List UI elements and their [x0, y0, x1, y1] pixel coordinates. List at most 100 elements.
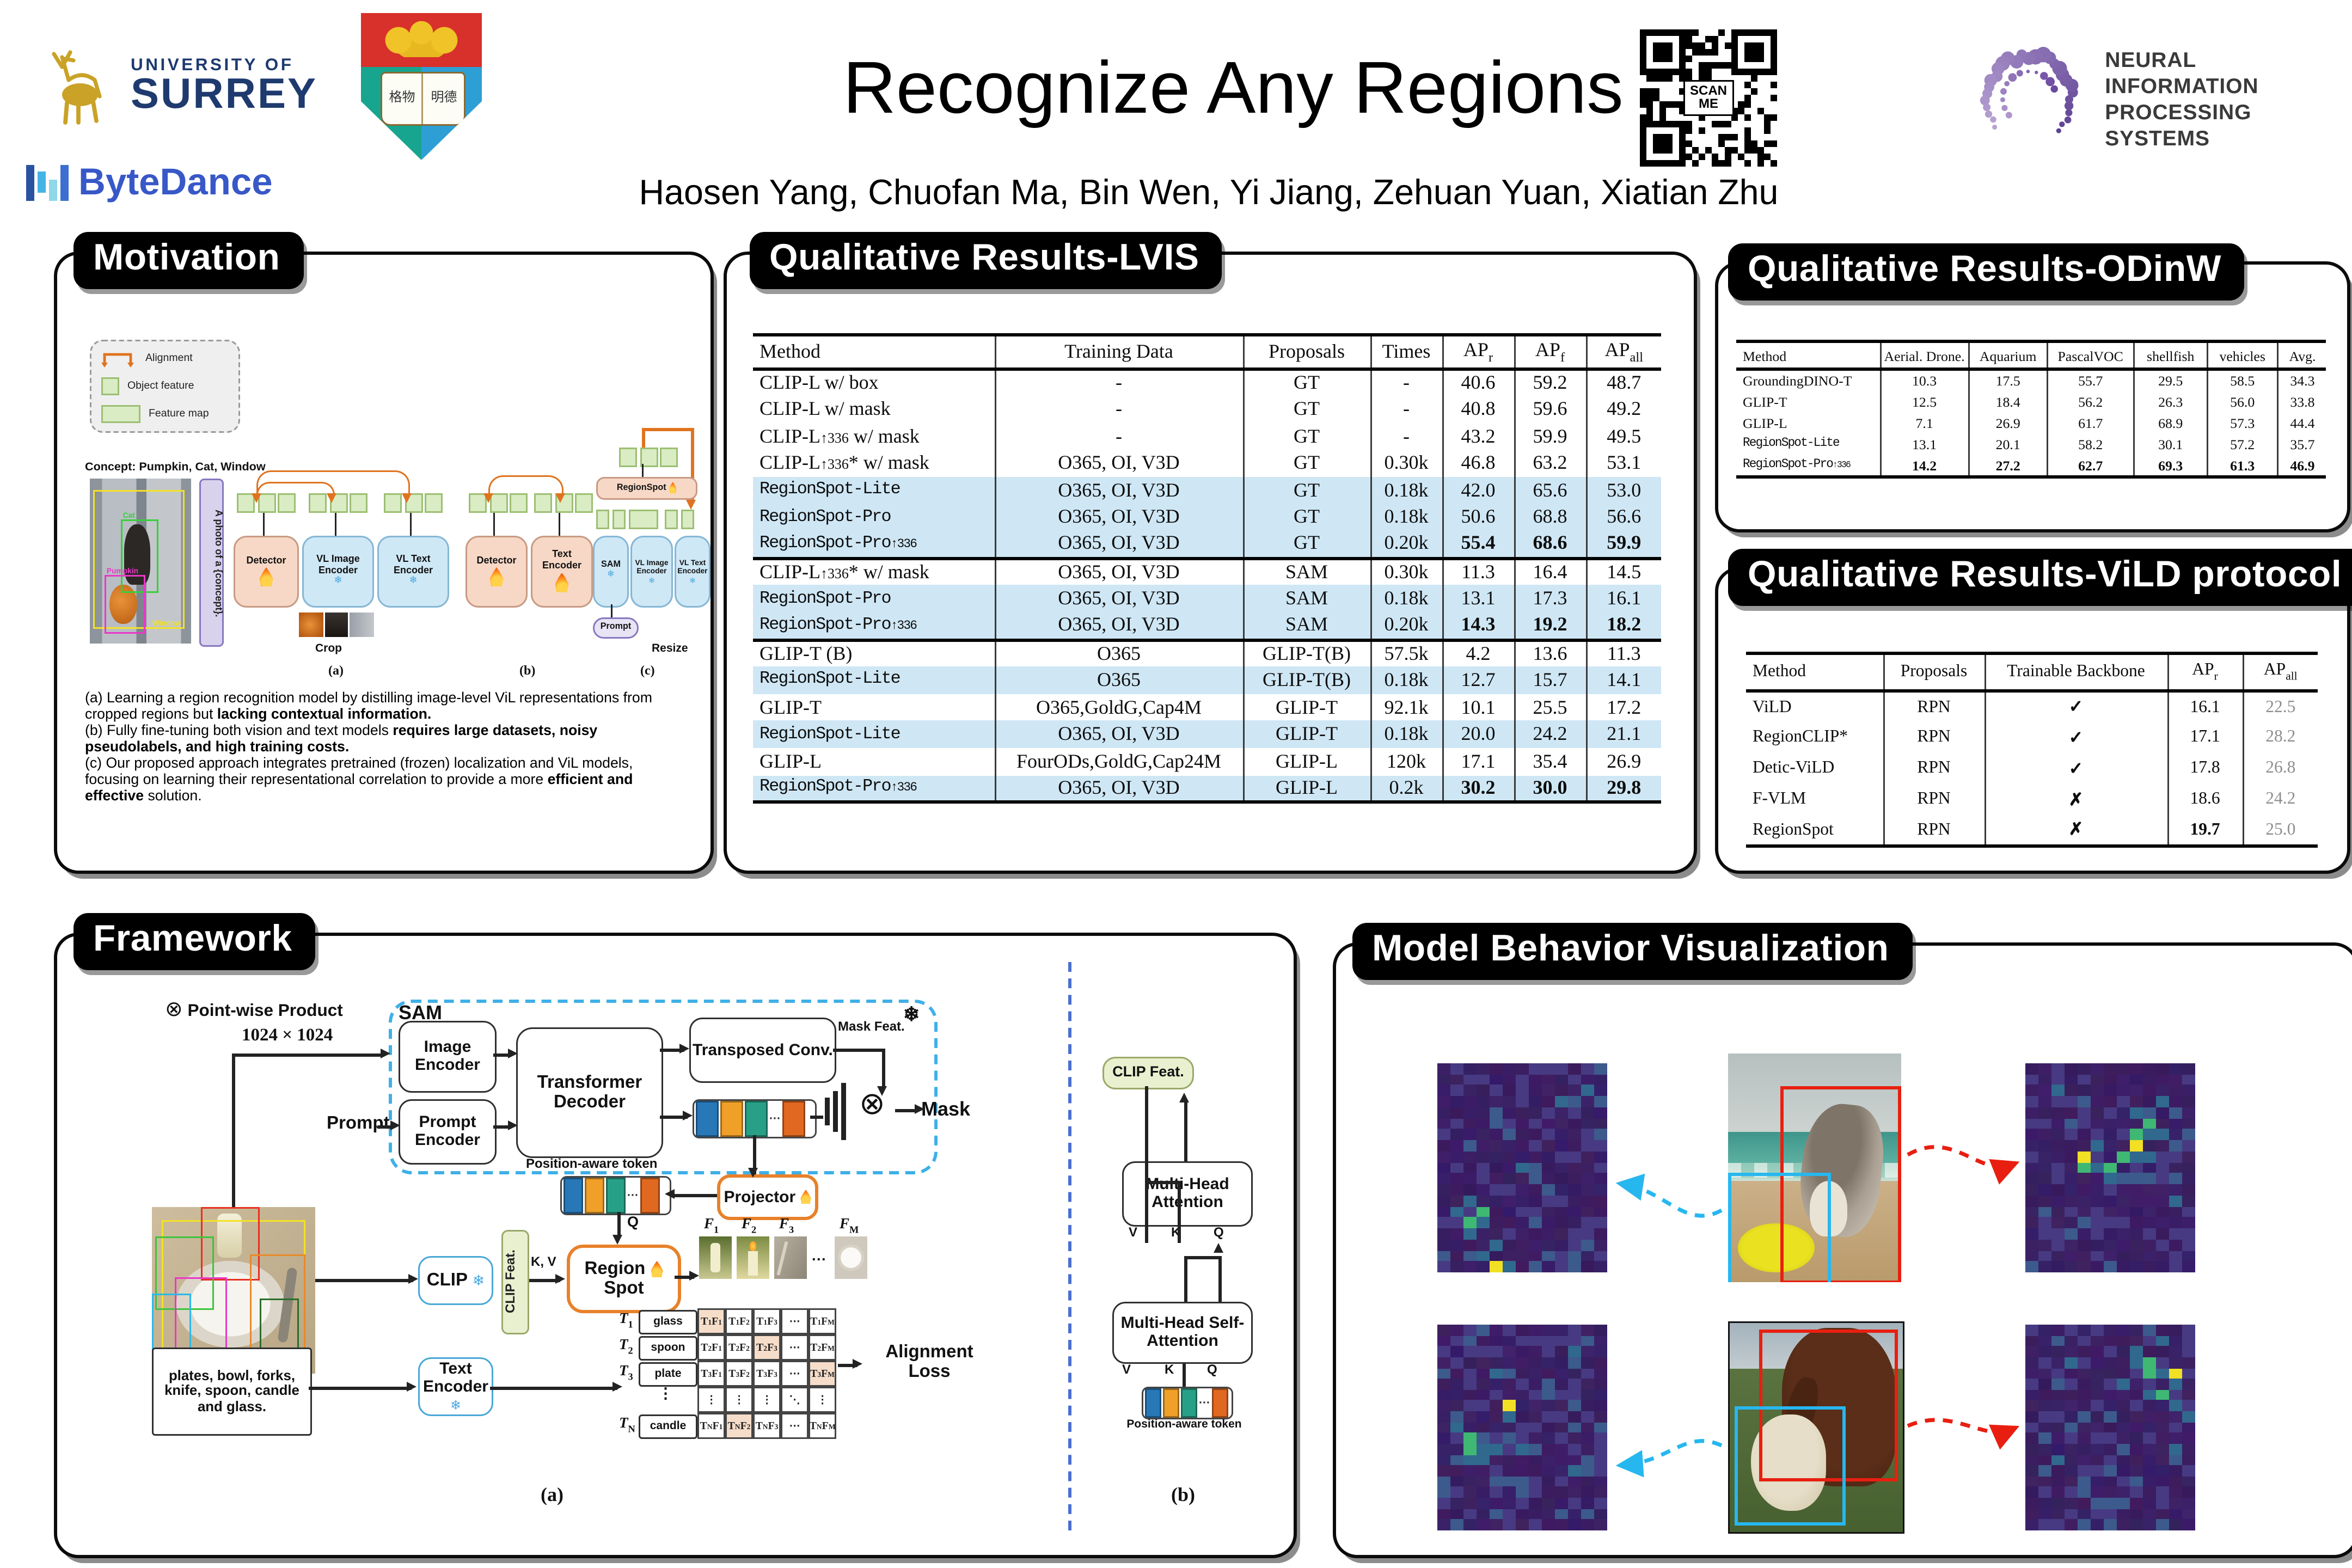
qr-module	[1738, 56, 1744, 62]
qr-module	[1725, 69, 1731, 75]
heatmap-cell	[1503, 1487, 1516, 1498]
qr-module	[1738, 62, 1744, 69]
heatmap-cell	[2078, 1443, 2091, 1455]
cat-silhouette	[124, 524, 151, 584]
heatmap-cell	[2038, 1368, 2051, 1379]
heatmap-cell	[1542, 1443, 1555, 1455]
heatmap-cell	[2078, 1379, 2091, 1390]
heatmap-cell	[2182, 1509, 2195, 1520]
heatmap-cell	[2065, 1346, 2078, 1357]
heatmap-cell	[1555, 1389, 1568, 1401]
heatmap-cell	[2143, 1400, 2156, 1412]
proposals-cell: GT	[1242, 422, 1370, 450]
qr-module	[1738, 121, 1744, 127]
times-cell: -	[1369, 395, 1442, 423]
qr-module	[1692, 160, 1699, 167]
mha-block: Multi-Head Attention	[1122, 1161, 1253, 1227]
heatmap-cell	[2051, 1422, 2065, 1433]
heatmap-cell	[2169, 1261, 2182, 1272]
qr-module	[1718, 121, 1725, 127]
heatmap-cell	[1437, 1096, 1450, 1107]
heatmap-cell	[2038, 1228, 2051, 1240]
heatmap-cell	[2051, 1389, 2065, 1401]
qr-module	[1725, 56, 1731, 62]
heatmap-cell	[2038, 1411, 2051, 1423]
apr-cell: 10.1	[1441, 694, 1514, 721]
qr-module	[1659, 140, 1666, 147]
odinw-table: Method Aerial. Drone. Aquarium PascalVOC she…	[1736, 339, 2327, 479]
heatmap-cell	[1529, 1063, 1542, 1075]
heatmap-cell	[1516, 1074, 1529, 1086]
qr-module	[1738, 82, 1744, 88]
qr-module	[1699, 114, 1705, 121]
proposals-cell: GLIP-T	[1242, 694, 1370, 721]
qr-module	[1751, 69, 1757, 75]
t-word-box: spoon	[639, 1336, 697, 1361]
qr-module	[1771, 62, 1777, 69]
heatmap-cell	[1568, 1476, 1581, 1487]
heatmap-cell	[2169, 1118, 2182, 1130]
qr-module	[1771, 121, 1777, 127]
clip-feat-label: CLIP Feat.	[501, 1230, 529, 1334]
trainable-backbone-cell: ✓	[1983, 722, 2167, 753]
heatmap-cell	[1503, 1443, 1516, 1455]
resize-label: Resize	[652, 644, 688, 655]
heatmap-cell	[1529, 1520, 1542, 1530]
heatmap-cell	[1555, 1400, 1568, 1412]
qr-module	[1757, 56, 1764, 62]
heatmap-cell	[1437, 1389, 1450, 1401]
trainable-backbone-cell: ✗	[1983, 815, 2167, 848]
heatmap-cell	[1555, 1107, 1568, 1119]
heatmap-cell	[2117, 1261, 2130, 1272]
qr-module	[1640, 29, 1646, 36]
heatmap-cell	[2091, 1520, 2104, 1530]
heatmap-cell	[1490, 1335, 1503, 1346]
method-cell: F-VLM	[1753, 791, 1806, 808]
qr-module	[1653, 101, 1659, 108]
qr-module	[1757, 88, 1764, 95]
heatmap-cell	[1555, 1357, 1568, 1368]
heatmap-cell	[1463, 1465, 1477, 1477]
heatmap-cell	[1555, 1195, 1568, 1206]
qr-module	[1679, 42, 1686, 49]
heatmap-cell	[2051, 1346, 2065, 1357]
heatmap-cell	[1568, 1520, 1581, 1530]
apr-cell: 16.1	[2166, 691, 2243, 722]
heatmap-cell	[1594, 1335, 1607, 1346]
heatmap-cell	[2104, 1443, 2117, 1455]
snowflake-icon: ❄	[903, 1003, 920, 1026]
motivation-panel: Alignment Object feature Feature map Con…	[54, 252, 714, 874]
lvis-panel: Method Training Data Proposals Times APr APf A…	[724, 252, 1697, 874]
hku-book-right-text: 明德	[422, 74, 464, 124]
qr-module	[1673, 75, 1679, 82]
qr-module	[1640, 36, 1646, 42]
heatmap-cell	[1568, 1400, 1581, 1412]
heatmap-cell	[2091, 1129, 2104, 1141]
heatmap-cell	[2091, 1389, 2104, 1401]
heatmap-cell	[2143, 1443, 2156, 1455]
heatmap-cell	[2182, 1487, 2195, 1498]
matrix-cell: ⋮	[725, 1387, 753, 1413]
detector-b-block: Detector	[465, 536, 528, 608]
qr-module	[1673, 140, 1679, 147]
heatmap-cell	[2038, 1184, 2051, 1196]
heatmap-cell	[1581, 1184, 1594, 1196]
method-cell: GLIP-L	[759, 749, 822, 773]
heatmap-cell	[1503, 1250, 1516, 1261]
heatmap-cell	[2078, 1411, 2091, 1423]
heatmap-cell	[1463, 1454, 1477, 1466]
heatmap-cell	[1594, 1074, 1607, 1086]
heatmap-cell	[1568, 1063, 1581, 1075]
heatmap-cell	[1568, 1335, 1581, 1346]
heatmap-cell	[1450, 1250, 1463, 1261]
heatmap-cell	[1477, 1217, 1490, 1229]
heatmap-cell	[1450, 1206, 1463, 1217]
heatmap-cell	[1450, 1389, 1463, 1401]
heatmap-cell	[2169, 1151, 2182, 1162]
heatmap-cell	[1581, 1487, 1594, 1498]
lvis-table-mount: Method Training Data Proposals Times APr APf A…	[753, 333, 1661, 804]
heatmap-cell	[2169, 1422, 2182, 1433]
heatmap-cell	[1555, 1411, 1568, 1423]
